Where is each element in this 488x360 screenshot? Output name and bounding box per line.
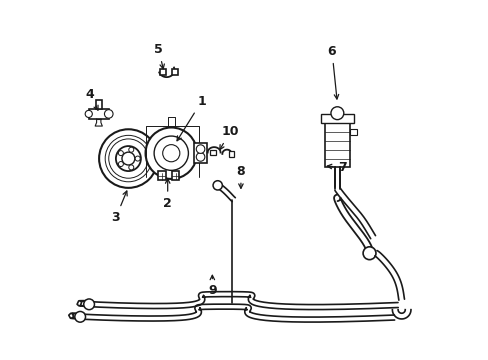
Bar <box>193 143 207 163</box>
Bar <box>157 171 165 180</box>
Bar <box>172 69 178 75</box>
Circle shape <box>163 145 180 162</box>
Circle shape <box>116 146 141 171</box>
Circle shape <box>118 162 123 167</box>
Text: 7: 7 <box>326 161 346 174</box>
Circle shape <box>104 110 113 118</box>
Text: 4: 4 <box>85 88 98 110</box>
Bar <box>349 129 357 135</box>
Bar <box>320 114 353 123</box>
Circle shape <box>118 150 123 156</box>
Bar <box>171 171 179 180</box>
Bar <box>96 100 102 109</box>
Circle shape <box>128 165 134 170</box>
Circle shape <box>122 152 135 165</box>
Circle shape <box>196 153 204 161</box>
Circle shape <box>128 147 134 152</box>
Circle shape <box>108 139 148 178</box>
Circle shape <box>213 181 222 190</box>
Bar <box>88 109 108 119</box>
Text: 10: 10 <box>220 125 239 150</box>
Circle shape <box>85 111 92 117</box>
Circle shape <box>196 145 204 153</box>
Circle shape <box>83 299 94 310</box>
Circle shape <box>154 136 188 170</box>
Text: 5: 5 <box>154 43 164 69</box>
Circle shape <box>99 129 157 188</box>
Text: 6: 6 <box>327 45 338 99</box>
Bar <box>228 151 234 157</box>
Circle shape <box>363 247 375 260</box>
Circle shape <box>75 311 85 322</box>
Bar <box>160 69 165 75</box>
Text: 2: 2 <box>163 179 172 210</box>
Circle shape <box>145 127 197 179</box>
Circle shape <box>105 135 151 182</box>
Text: 9: 9 <box>207 275 216 297</box>
Bar <box>324 121 349 167</box>
Circle shape <box>135 156 140 161</box>
Text: 3: 3 <box>111 191 127 224</box>
Bar <box>210 150 216 156</box>
Circle shape <box>330 107 343 120</box>
Text: 1: 1 <box>177 95 205 141</box>
Text: 8: 8 <box>236 165 245 188</box>
